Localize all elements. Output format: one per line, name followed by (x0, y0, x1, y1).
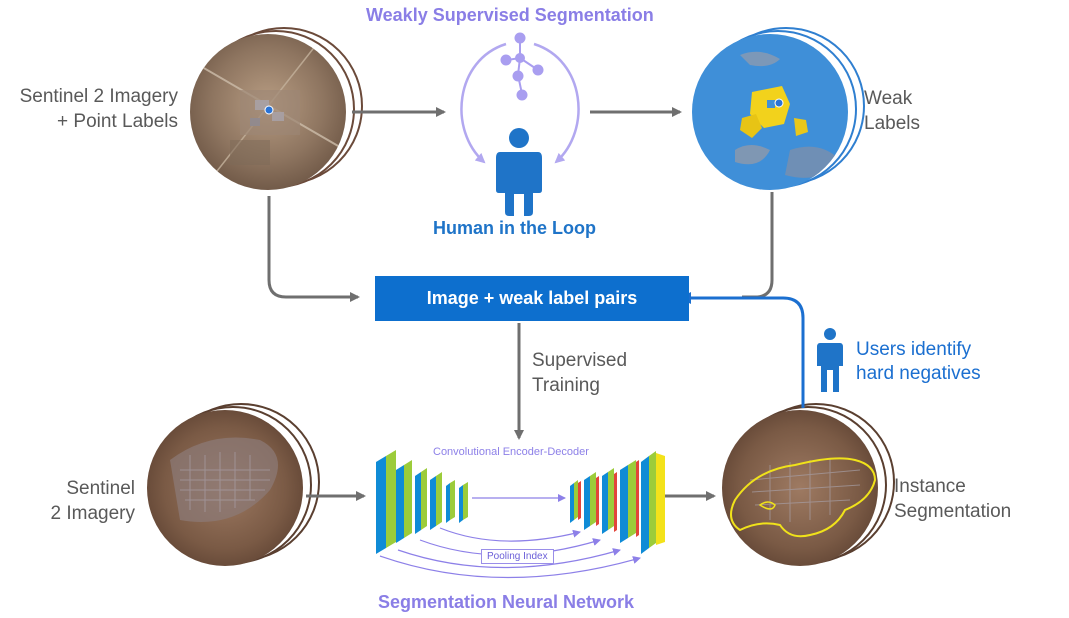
segmentation-network-title: Segmentation Neural Network (378, 592, 635, 612)
weak-labels-label: Weak Labels (864, 86, 920, 136)
feedback-arrow (679, 292, 805, 408)
users-line2: hard negatives (856, 363, 981, 384)
sentinel-points-line2: + Point Labels (57, 111, 178, 132)
instance-segmentation-image (722, 403, 895, 566)
instance-line2: Segmentation (894, 501, 1012, 522)
instance-segmentation-label: Instance Segmentation (894, 474, 1011, 524)
sentinel-points-line1: Sentinel 2 Imagery (19, 86, 178, 107)
sentinel-image (147, 403, 320, 566)
encoder-decoder-label: Convolutional Encoder-Decoder (433, 446, 589, 458)
weak-labels-line1: Weak (864, 88, 913, 109)
instance-line1: Instance (894, 476, 966, 497)
supervised-line2: Training (532, 375, 600, 396)
cycle-arrows-icon (460, 42, 580, 164)
users-line1: Users identify (856, 339, 972, 360)
supervised-line1: Supervised (532, 350, 628, 371)
graph-icon (500, 32, 544, 101)
weak-labels-image (692, 27, 865, 190)
person-icon (496, 128, 542, 216)
encoder-decoder-network (376, 450, 665, 579)
sentinel-label: Sentinel 2 Imagery (40, 476, 135, 526)
weak-labels-line2: Labels (864, 113, 920, 134)
image-weak-label-pairs-box: Image + weak label pairs (375, 276, 689, 321)
user-icon (817, 328, 843, 392)
sentinel-points-label: Sentinel 2 Imagery + Point Labels (0, 84, 178, 134)
weakly-supervised-title: Weakly Supervised Segmentation (366, 5, 654, 25)
users-identify-label: Users identify hard negatives (856, 338, 981, 386)
pooling-index-label: Pooling Index (481, 549, 554, 564)
sentinel-line2: 2 Imagery (50, 503, 135, 524)
sentinel-points-image (190, 27, 363, 190)
human-in-the-loop-title: Human in the Loop (433, 218, 596, 238)
sentinel-line1: Sentinel (66, 478, 135, 499)
supervised-training-label: Supervised Training (532, 348, 627, 398)
